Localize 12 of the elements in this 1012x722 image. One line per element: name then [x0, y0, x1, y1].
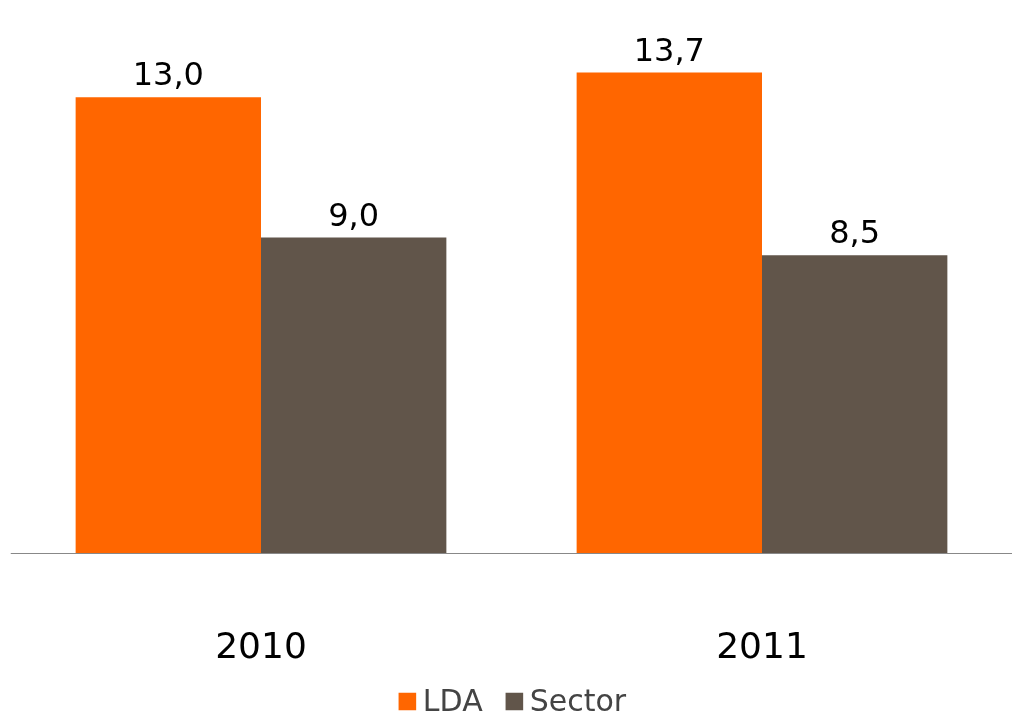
data-label: 9,0	[328, 195, 380, 234]
x-tick-label: 2010	[215, 625, 307, 667]
data-label: 13,0	[132, 55, 204, 94]
x-tick-label: 2011	[716, 625, 808, 667]
bar	[75, 97, 261, 554]
data-label: 13,7	[633, 30, 705, 69]
bar	[762, 255, 948, 554]
legend-label: LDA	[422, 683, 483, 718]
legend-label: Sector	[529, 683, 627, 718]
bar	[261, 237, 447, 554]
data-label: 8,5	[829, 213, 881, 252]
bar	[576, 72, 762, 554]
